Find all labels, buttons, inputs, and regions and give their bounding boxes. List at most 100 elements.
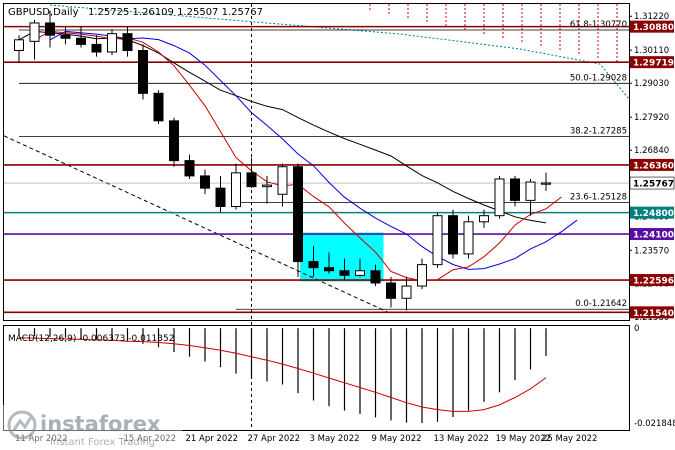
candle-body — [60, 34, 71, 39]
candle-body — [417, 264, 427, 287]
x-tick-label: 21 Apr 2022 — [186, 434, 239, 444]
candle-body — [510, 178, 520, 201]
candle-body — [29, 22, 40, 42]
level-price-label: 1.30880 — [633, 23, 674, 33]
candle-body — [277, 166, 288, 195]
fan-envelope-line — [49, 4, 630, 100]
candle — [29, 19, 40, 60]
macd-tick-label: -0.021848 — [634, 419, 675, 429]
candle-body — [200, 175, 210, 189]
level-price-box — [630, 158, 674, 171]
x-tick-label: 9 May 2022 — [372, 434, 422, 444]
x-tick-label: 11 Apr 2022 — [15, 434, 68, 444]
candle-body — [448, 215, 458, 255]
macd-tick-label: 0 — [634, 324, 639, 334]
candle-body — [91, 43, 102, 53]
candle — [262, 175, 272, 204]
candle-body — [355, 270, 365, 276]
level-price-box — [630, 20, 674, 33]
current-price-label: 1.25767 — [633, 180, 674, 190]
candle-body — [324, 267, 334, 272]
level-price-box — [630, 56, 674, 69]
level-price-box — [630, 206, 674, 219]
candle — [463, 215, 474, 259]
candle — [494, 175, 505, 219]
candle-body — [494, 178, 505, 217]
candle — [169, 117, 179, 167]
candle — [355, 258, 365, 277]
candle-body — [45, 22, 55, 36]
candle — [417, 258, 427, 290]
ohlc-readout: 1.25725 1.26109 1.25507 1.25767 — [88, 7, 263, 18]
candle — [14, 35, 24, 63]
candle-body — [308, 261, 319, 269]
candle — [215, 175, 226, 213]
candle-body — [169, 120, 179, 162]
y-tick-label: 1.27920 — [634, 113, 669, 123]
candle-body — [107, 33, 117, 53]
candle-body — [401, 285, 412, 299]
x-tick-label: 13 May 2022 — [434, 434, 489, 444]
level-price-box — [630, 306, 674, 319]
candle-body — [153, 92, 164, 122]
ma-blue-line — [49, 30, 578, 270]
candle-body — [138, 49, 148, 94]
watermark-tagline: Instant Forex Trading — [50, 437, 155, 448]
y-tick-label: 1.29030 — [634, 79, 669, 89]
y-tick-label: 1.23570 — [634, 246, 669, 256]
candle — [324, 252, 334, 274]
candle-body — [184, 160, 195, 177]
level-price-label: 1.22596 — [633, 277, 674, 287]
candle — [122, 26, 133, 57]
macd-label: MACD(12,26,9) -0.006373 -0.011352 — [8, 334, 174, 344]
candle-body — [386, 282, 396, 299]
x-tick-label: 19 May 2022 — [496, 434, 551, 444]
candle — [138, 44, 148, 100]
candle — [308, 246, 319, 277]
candle — [401, 276, 412, 311]
candle — [200, 169, 210, 195]
level-price-box — [630, 274, 674, 287]
candle — [76, 26, 86, 48]
candle — [386, 276, 396, 308]
y-tick-label: 1.30110 — [634, 46, 669, 56]
candle-body — [541, 182, 551, 185]
candle — [231, 163, 241, 210]
fib-level-label: 50.0-1.29028 — [570, 73, 627, 83]
macd-signal-line — [18, 337, 547, 412]
candle-body — [293, 166, 303, 263]
macd-plot-frame — [3, 325, 630, 431]
x-tick-label: 3 May 2022 — [310, 434, 360, 444]
candle — [448, 209, 458, 259]
x-tick-label: 25 May 2022 — [542, 434, 597, 444]
candle — [91, 35, 102, 57]
level-price-box — [630, 228, 674, 241]
candle-body — [76, 37, 86, 45]
level-price-label: 1.26360 — [633, 161, 674, 171]
candle-body — [122, 33, 133, 51]
candle — [45, 10, 55, 48]
watermark-brand: instaforex — [40, 412, 161, 436]
candle — [525, 178, 536, 216]
candle — [339, 258, 350, 280]
level-price-label: 1.24800 — [633, 209, 674, 219]
candle-body — [432, 215, 443, 266]
price-axis-strip — [630, 0, 675, 450]
candle — [293, 163, 303, 277]
candle — [432, 212, 443, 268]
instaforex-logo-icon — [7, 410, 37, 440]
chart-title: GBPUSD,Daily — [8, 7, 79, 18]
candle-body — [479, 215, 489, 223]
candle — [510, 175, 520, 207]
candle — [153, 90, 164, 124]
candle-body — [231, 172, 241, 208]
fib-level-label: 61.8-1.30770 — [570, 20, 627, 30]
level-price-label: 1.24100 — [633, 231, 674, 241]
main-plot-frame — [3, 3, 630, 321]
y-tick-label: 1.26840 — [634, 146, 669, 156]
candle-body — [463, 221, 474, 255]
candle — [370, 264, 381, 287]
candle-body — [370, 270, 381, 284]
